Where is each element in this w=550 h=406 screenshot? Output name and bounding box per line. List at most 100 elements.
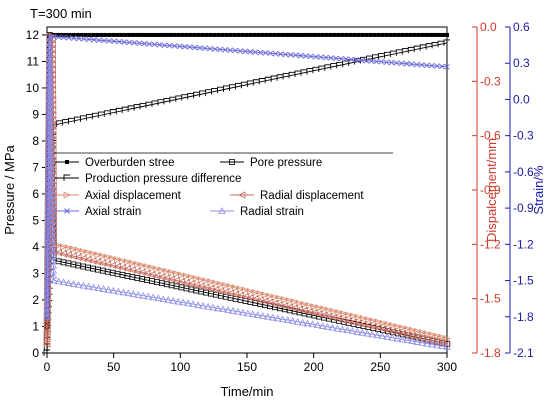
series-point-overburden	[79, 32, 84, 37]
series-point-axial-displacement	[158, 266, 166, 274]
series-point-radial-strain	[43, 252, 52, 260]
series-point-overburden	[276, 32, 281, 37]
series-point-axial-strain	[257, 49, 264, 56]
series-point-axial-strain	[44, 313, 50, 320]
series-point-radial-strain	[288, 317, 297, 324]
series-point-radial-displacement	[108, 261, 117, 270]
series-point-radial-strain	[154, 294, 162, 302]
series-point-radial-displacement	[123, 265, 131, 273]
series-point-axial-strain	[207, 45, 213, 52]
series-point-radial-displacement	[43, 330, 51, 338]
series-point-axial-displacement	[197, 276, 206, 284]
series-point-production-pressure-difference	[330, 63, 337, 70]
series-point-radial-displacement	[290, 304, 298, 312]
series-point-radial-strain	[124, 289, 133, 297]
series-point-radial-displacement	[275, 301, 284, 309]
series-point-overburden	[424, 32, 429, 37]
series-point-production-pressure-difference	[43, 349, 50, 356]
series-point-production-pressure-difference	[318, 65, 325, 73]
series-point-production-pressure-difference	[217, 86, 224, 94]
series-point-production-pressure-difference	[139, 102, 147, 110]
series-point-overburden	[192, 32, 197, 37]
series-point-axial-displacement	[374, 318, 383, 326]
series-point-radial-strain	[403, 336, 411, 344]
series-point-radial-strain	[254, 311, 262, 318]
series-point-axial-displacement	[163, 267, 171, 276]
series-point-radial-strain	[433, 341, 441, 349]
left-tick-label: 3	[32, 266, 39, 280]
y-axis-label-left: Pressure / MPa	[2, 144, 17, 234]
strain-tick-label: 0.3	[513, 56, 530, 70]
series-point-overburden	[260, 32, 265, 37]
series-point-radial-strain	[358, 328, 367, 336]
series-point-radial-strain	[343, 326, 352, 334]
series-point-production-pressure-difference	[133, 104, 141, 111]
x-axis-ticks: 0 50 100 150 200 250 300	[44, 353, 457, 374]
series-point-radial-strain	[43, 277, 52, 285]
series-point-radial-strain	[43, 312, 51, 320]
series-point-overburden	[328, 32, 333, 37]
series-point-radial-displacement	[280, 302, 289, 310]
left-tick-label: 11	[27, 54, 40, 68]
series-point-production-pressure-difference	[395, 49, 403, 56]
series-point-overburden	[107, 32, 112, 37]
series-point-overburden	[236, 32, 241, 37]
series-point-overburden	[212, 32, 217, 37]
series-point-radial-displacement	[221, 288, 230, 296]
series-point-radial-strain	[269, 313, 277, 321]
series-point-axial-displacement	[143, 263, 151, 271]
series-point-production-pressure-difference	[163, 97, 170, 105]
series-point-axial-displacement	[128, 259, 137, 267]
series-point-overburden	[220, 32, 225, 37]
left-tick-label: 2	[32, 293, 39, 307]
series-point-radial-displacement	[364, 321, 372, 330]
series-point-radial-strain	[43, 292, 51, 300]
series-point-radial-displacement	[43, 340, 51, 348]
series-point-production-pressure-difference	[425, 43, 433, 50]
series-point-axial-displacement	[251, 288, 260, 297]
series-point-overburden	[384, 32, 389, 37]
series-point-radial-displacement	[128, 266, 136, 274]
series-point-axial-strain	[181, 43, 188, 50]
series-point-radial-strain	[43, 282, 51, 290]
displacement-axis-ticks: 0.0 -0.3 -0.6 -0.9 -1.2 -1.5 -1.8	[472, 20, 501, 360]
series-point-axial-displacement	[232, 284, 240, 292]
series-point-overburden	[168, 32, 173, 37]
series-point-production-pressure-difference	[85, 114, 93, 121]
series-point-overburden	[372, 32, 377, 37]
series-point-radial-strain	[44, 242, 52, 249]
series-point-radial-displacement	[403, 331, 412, 339]
legend-swatch-marker	[218, 207, 226, 214]
left-tick-label: 6	[32, 187, 39, 201]
series-point-radial-displacement	[251, 295, 259, 303]
series-point-radial-displacement	[113, 262, 121, 271]
strain-tick-label: -2.1	[513, 346, 534, 360]
series-point-axial-displacement	[286, 297, 294, 305]
series-point-overburden	[280, 32, 285, 37]
series-point-production-pressure-difference	[437, 40, 445, 48]
series-point-axial-displacement	[350, 312, 358, 320]
series-point-radial-strain	[43, 267, 52, 275]
series-point-radial-displacement	[325, 312, 333, 320]
series-point-radial-strain	[204, 302, 212, 310]
legend-swatch-marker	[63, 174, 70, 181]
series-point-overburden	[55, 32, 60, 37]
series-point-radial-strain	[89, 283, 98, 291]
series-point-radial-strain	[44, 206, 52, 214]
series-point-radial-displacement	[384, 326, 392, 334]
series-point-radial-strain	[179, 298, 187, 306]
series-point-axial-strain	[96, 37, 102, 43]
series-point-axial-strain	[353, 57, 360, 63]
series-point-radial-strain	[44, 181, 52, 189]
series-point-radial-displacement	[438, 339, 446, 347]
series-point-radial-displacement	[374, 324, 382, 332]
strain-tick-label: 0.6	[513, 20, 530, 34]
series-point-radial-displacement	[359, 320, 367, 328]
series-point-overburden	[160, 32, 165, 37]
series-point-production-pressure-difference	[181, 94, 188, 101]
series-point-axial-strain	[81, 36, 87, 42]
series-point-radial-strain	[338, 325, 347, 333]
series-point-radial-strain	[244, 309, 252, 317]
series-point-production-pressure-difference	[383, 51, 391, 59]
